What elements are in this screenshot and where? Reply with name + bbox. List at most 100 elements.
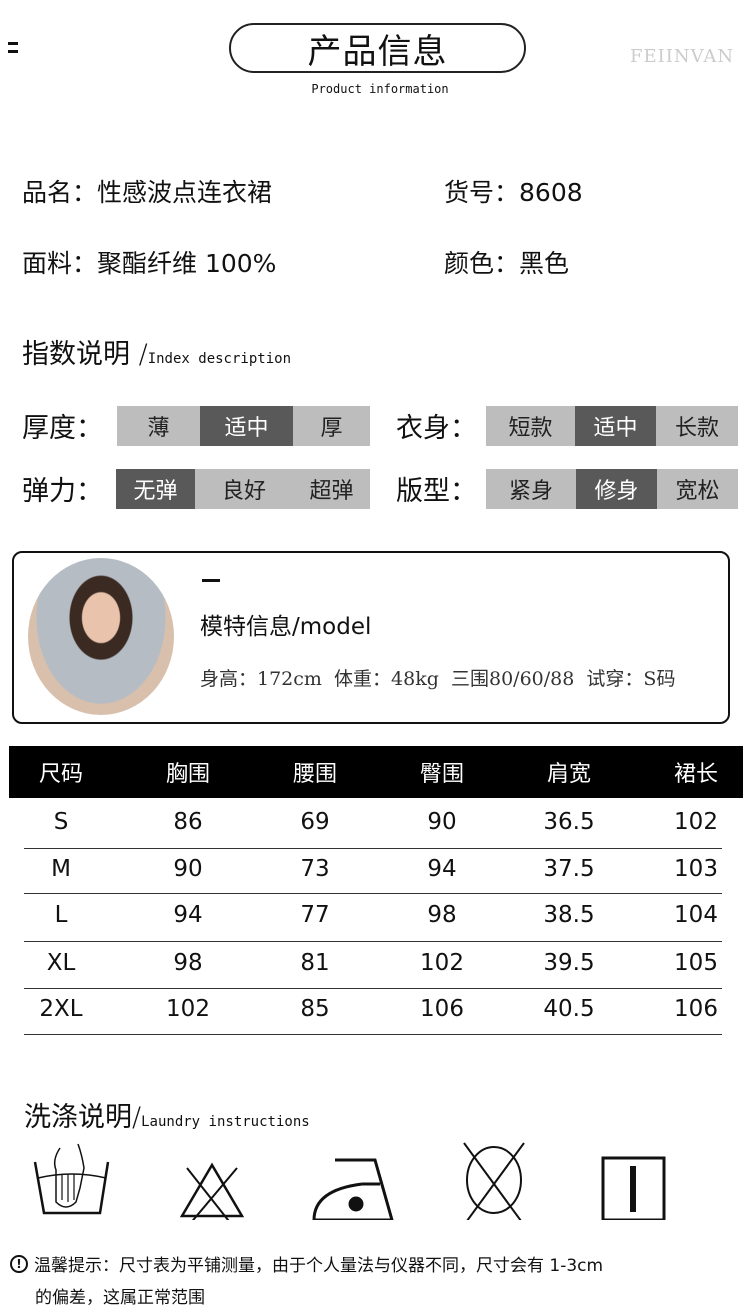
- iron-low-heat-icon: [312, 1158, 394, 1220]
- model-card: [12, 551, 730, 724]
- table-cell: 106: [420, 996, 464, 1022]
- model-title: 模特信息/model: [200, 614, 372, 640]
- table-cell: 94: [427, 855, 457, 882]
- decor-mark: [8, 42, 18, 45]
- hand-wash-icon: [33, 1143, 110, 1215]
- laundry-title: 洗涤说明: [24, 1102, 132, 1133]
- fabric-value: 聚酯纤维 100%: [97, 249, 277, 278]
- laundry-subtitle: Laundry instructions: [141, 1114, 310, 1130]
- table-header-cell: 胸围: [165, 762, 210, 787]
- table-header-cell: 裙长: [673, 762, 718, 787]
- table-cell: 81: [300, 949, 330, 976]
- model-photo: [28, 558, 174, 715]
- slash: /: [132, 1102, 142, 1133]
- size-table-header: [9, 746, 743, 798]
- table-cell: 105: [674, 949, 718, 976]
- table-cell: 90: [173, 855, 203, 882]
- product-fabric: 面料：聚酯纤维 100%: [22, 244, 276, 280]
- table-cell: 98: [427, 902, 457, 928]
- table-cell: 36.5: [543, 808, 595, 835]
- table-cell: 90: [427, 808, 457, 835]
- scale-option: 紧身: [486, 469, 576, 509]
- sku-value: 8608: [519, 178, 583, 207]
- note-line-1: ! 温馨提示：尺寸表为平铺测量，由于个人量法与仪器不同，尺寸会有 1-3cm: [10, 1251, 603, 1276]
- table-cell: 94: [173, 902, 203, 928]
- table-header-cell: 尺码: [38, 762, 83, 787]
- scale-option: 良好: [195, 469, 293, 509]
- table-cell: 39.5: [543, 949, 595, 976]
- scale-option: 短款: [486, 406, 575, 446]
- scale-option: 厚: [293, 406, 370, 446]
- scale-option: 适中: [200, 406, 293, 446]
- model-measurements: 三围80/60/88: [450, 668, 575, 690]
- laundry-icons: [33, 1142, 666, 1220]
- row-divider: [24, 893, 722, 894]
- table-cell: M: [51, 855, 71, 882]
- table-cell: L: [54, 902, 68, 928]
- table-cell: 73: [300, 855, 330, 882]
- table-cell: 103: [674, 855, 718, 882]
- index-title: 指数说明: [22, 339, 130, 370]
- table-cell: 104: [674, 902, 718, 928]
- table-cell: 77: [300, 902, 330, 928]
- slash: /: [138, 339, 148, 370]
- note-line-2: 的偏差，这属正常范围: [35, 1288, 205, 1308]
- table-cell: 85: [300, 996, 330, 1022]
- scale-label: 版型：: [396, 476, 477, 507]
- laundry-heading: 洗涤说明/Laundry instructions: [24, 1095, 310, 1134]
- index-subtitle: Index description: [147, 351, 291, 367]
- scale-option: 适中: [575, 406, 656, 446]
- row-divider: [24, 1034, 722, 1035]
- scale-label: 衣身：: [396, 413, 477, 444]
- table-cell: S: [53, 808, 69, 835]
- index-heading: 指数说明 /Index description: [22, 332, 291, 371]
- table-cell: XL: [46, 949, 76, 976]
- scale-option: 薄: [117, 406, 200, 446]
- decor-mark: [8, 50, 18, 53]
- scale-label: 弹力：: [22, 476, 103, 507]
- product-color: 颜色：黑色: [444, 244, 569, 280]
- model-weight: 体重：48kg: [334, 668, 439, 690]
- scale-label: 厚度：: [22, 413, 103, 444]
- table-cell: 102: [674, 808, 718, 835]
- page-title: 产品信息: [229, 23, 526, 73]
- color-label: 颜色：: [444, 249, 520, 278]
- scale-option: 宽松: [657, 469, 738, 509]
- product-name: 品名：性感波点连衣裙: [22, 173, 272, 209]
- model-size: 试穿：S码: [586, 668, 676, 690]
- fabric-label: 面料：: [22, 249, 98, 278]
- note-text-1: 温馨提示：尺寸表为平铺测量，由于个人量法与仪器不同，尺寸会有 1-3cm: [34, 1256, 604, 1276]
- color-value: 黑色: [519, 249, 570, 278]
- row-divider: [24, 941, 722, 942]
- table-cell: 40.5: [543, 996, 595, 1022]
- product-sku: 货号：8608: [444, 173, 583, 209]
- table-header-cell: 腰围: [292, 762, 337, 787]
- do-not-bleach-icon: [179, 1162, 245, 1220]
- scale-option: 超弹: [293, 469, 370, 509]
- name-label: 品名：: [22, 178, 98, 207]
- table-cell: 37.5: [543, 855, 595, 882]
- table-header-cell: 肩宽: [546, 762, 591, 787]
- table-cell: 106: [674, 996, 718, 1022]
- table-cell: 102: [166, 996, 210, 1022]
- table-cell: 86: [173, 808, 203, 835]
- exclamation-circle-icon: !: [10, 1254, 28, 1273]
- table-cell: 98: [173, 949, 203, 976]
- model-height: 身高：172cm: [200, 668, 322, 690]
- table-cell: 38.5: [543, 902, 595, 928]
- row-divider: [24, 848, 722, 849]
- name-value: 性感波点连衣裙: [97, 178, 273, 207]
- sku-label: 货号：: [444, 178, 520, 207]
- scale-option: 修身: [576, 469, 657, 509]
- scale-option: 长款: [656, 406, 738, 446]
- table-cell: 102: [420, 949, 464, 976]
- do-not-dry-clean-icon: [463, 1142, 525, 1220]
- page-subtitle: Product information: [311, 82, 449, 96]
- scale-option: 无弹: [116, 469, 195, 509]
- row-divider: [24, 988, 722, 989]
- dash-decor: [202, 579, 220, 582]
- model-stats: 身高：172cm 体重：48kg 三围80/60/88 试穿：S码: [200, 664, 675, 691]
- table-cell: 2XL: [39, 996, 83, 1022]
- table-header-cell: 臀围: [419, 762, 464, 787]
- brand-watermark: FEIINVAN: [630, 46, 735, 67]
